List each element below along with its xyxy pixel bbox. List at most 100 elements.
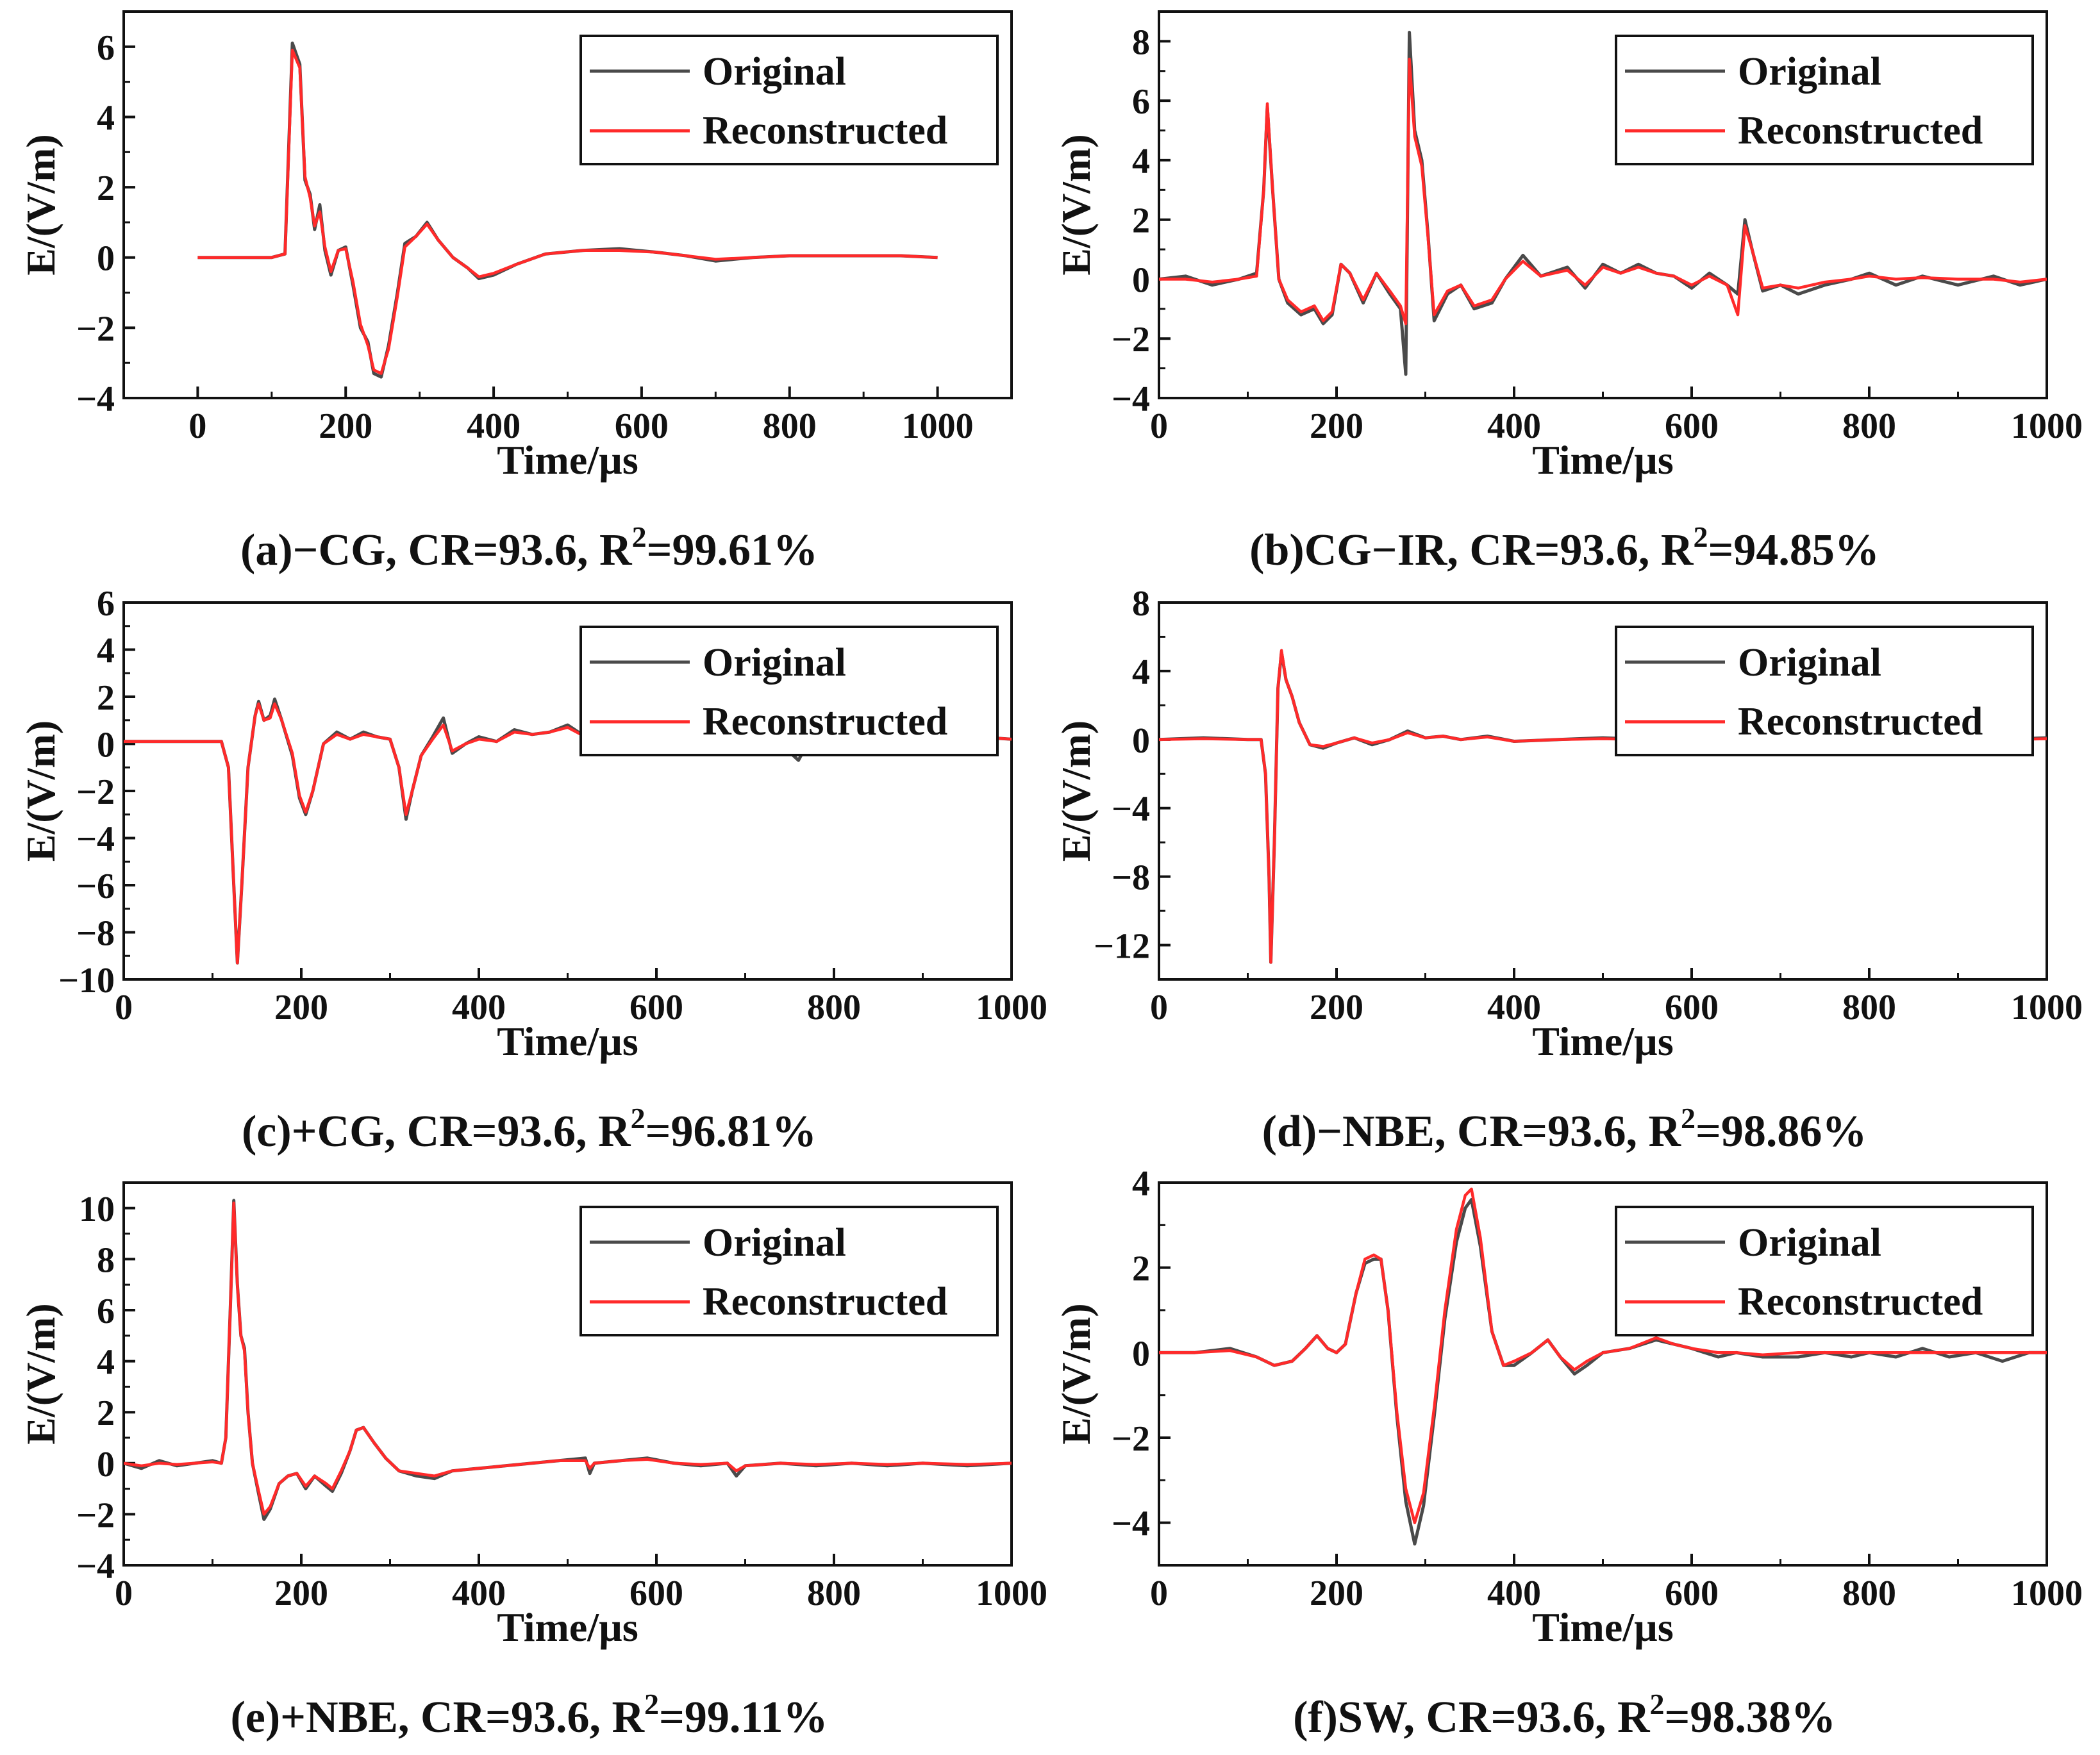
legend-original-label: Original bbox=[1738, 1221, 1881, 1265]
legend-box bbox=[1615, 35, 2034, 165]
y-tick-label: −4 bbox=[76, 820, 115, 860]
legend-reconstructed-label: Reconstructed bbox=[703, 1280, 947, 1324]
x-tick-label: 1000 bbox=[976, 1574, 1047, 1613]
legend-reconstructed-label: Reconstructed bbox=[1738, 109, 1983, 153]
series-group bbox=[1159, 1187, 2047, 1546]
legend-box bbox=[1615, 1206, 2034, 1336]
y-tick-label: −12 bbox=[1094, 927, 1150, 967]
reconstructed-series-line bbox=[1159, 57, 2047, 326]
caption-suffix: =94.85% bbox=[1708, 526, 1879, 575]
y-tick-label: −2 bbox=[76, 1495, 115, 1535]
caption-main: (d)−NBE, CR=93.6, R bbox=[1262, 1107, 1682, 1156]
x-axis-label: Time/µs bbox=[497, 437, 638, 483]
legend-reconstructed-label: Reconstructed bbox=[703, 700, 947, 744]
y-tick-label: 4 bbox=[1132, 653, 1150, 692]
x-tick-label: 800 bbox=[1842, 1574, 1896, 1613]
x-tick-label: 0 bbox=[1150, 1574, 1168, 1613]
y-tick-label: 0 bbox=[1132, 1334, 1150, 1374]
x-tick-label: 1000 bbox=[2011, 406, 2083, 446]
x-tick-label: 1000 bbox=[976, 988, 1047, 1027]
legend-original-label: Original bbox=[1738, 641, 1881, 685]
x-tick-label: 0 bbox=[115, 988, 133, 1027]
y-tick-label: 8 bbox=[1132, 584, 1150, 624]
reconstructed-series-line bbox=[197, 49, 938, 375]
legend-box bbox=[579, 35, 999, 165]
y-tick-label: 0 bbox=[97, 726, 115, 765]
y-tick-label: 2 bbox=[97, 678, 115, 718]
legend-box bbox=[1615, 626, 2034, 756]
x-tick-label: 400 bbox=[1487, 1574, 1541, 1613]
x-tick-label: 600 bbox=[615, 406, 669, 446]
y-tick-label: 2 bbox=[1132, 1249, 1150, 1289]
y-tick-label: −2 bbox=[76, 309, 115, 349]
caption-suffix: =99.61% bbox=[647, 526, 818, 575]
legend-box bbox=[579, 626, 999, 756]
y-tick-label: −6 bbox=[76, 867, 115, 906]
y-tick-label: 6 bbox=[97, 1292, 115, 1331]
caption-suffix: =98.38% bbox=[1665, 1693, 1836, 1742]
y-tick-label: 10 bbox=[79, 1190, 115, 1229]
y-tick-label: 4 bbox=[97, 1343, 115, 1383]
y-tick-label: −4 bbox=[1112, 790, 1150, 829]
y-axis-label: E/(V/m) bbox=[1053, 134, 1099, 275]
x-tick-label: 200 bbox=[1310, 1574, 1363, 1613]
y-axis-label: E/(V/m) bbox=[1053, 1303, 1099, 1444]
legend-original-label: Original bbox=[1738, 50, 1881, 94]
y-tick-label: 0 bbox=[1132, 260, 1150, 300]
caption-main: (c)+CG, CR=93.6, R bbox=[242, 1107, 631, 1156]
x-tick-label: 600 bbox=[1665, 1574, 1719, 1613]
y-tick-label: 2 bbox=[97, 1393, 115, 1433]
x-axis-label: Time/µs bbox=[1532, 437, 1674, 483]
x-tick-label: 200 bbox=[274, 1574, 328, 1613]
x-tick-label: 800 bbox=[807, 988, 861, 1027]
x-tick-label: 600 bbox=[629, 988, 683, 1027]
caption-superscript: 2 bbox=[631, 1102, 646, 1135]
caption-suffix: =96.81% bbox=[646, 1107, 817, 1156]
x-tick-label: 1000 bbox=[2011, 988, 2083, 1027]
legend-original-label: Original bbox=[703, 641, 846, 685]
y-tick-label: −4 bbox=[76, 1547, 115, 1586]
x-tick-label: 0 bbox=[115, 1574, 133, 1613]
x-tick-label: 200 bbox=[1310, 406, 1363, 446]
series-group bbox=[124, 1199, 1012, 1521]
x-tick-label: 800 bbox=[1842, 406, 1896, 446]
legend-reconstructed-label: Reconstructed bbox=[703, 109, 947, 153]
caption-superscript: 2 bbox=[644, 1688, 659, 1720]
reconstructed-series-line bbox=[124, 1201, 1012, 1516]
y-tick-label: −4 bbox=[1112, 379, 1150, 419]
y-tick-label: 0 bbox=[97, 239, 115, 279]
y-tick-label: −8 bbox=[1112, 858, 1150, 898]
y-tick-label: 4 bbox=[97, 631, 115, 671]
x-tick-label: 200 bbox=[319, 406, 372, 446]
y-tick-label: −2 bbox=[76, 772, 115, 812]
x-tick-label: 600 bbox=[1665, 988, 1719, 1027]
x-tick-label: 0 bbox=[1150, 406, 1168, 446]
caption-suffix: =98.86% bbox=[1696, 1107, 1867, 1156]
y-tick-label: 8 bbox=[97, 1240, 115, 1280]
y-tick-label: 4 bbox=[1132, 1164, 1150, 1204]
legend-original-label: Original bbox=[703, 50, 846, 94]
x-tick-label: 1000 bbox=[902, 406, 974, 446]
legend-reconstructed-label: Reconstructed bbox=[1738, 1280, 1983, 1324]
y-tick-label: −8 bbox=[76, 914, 115, 954]
x-tick-label: 800 bbox=[763, 406, 817, 446]
caption-main: (e)+NBE, CR=93.6, R bbox=[230, 1693, 645, 1742]
y-tick-label: 8 bbox=[1132, 22, 1150, 62]
x-tick-label: 400 bbox=[452, 988, 506, 1027]
y-axis-label: E/(V/m) bbox=[18, 134, 63, 275]
legend-original-label: Original bbox=[703, 1221, 846, 1265]
x-axis-label: Time/µs bbox=[1532, 1019, 1674, 1064]
y-tick-label: 2 bbox=[1132, 201, 1150, 241]
x-axis-label: Time/µs bbox=[1532, 1604, 1674, 1650]
panel-caption: (d)−NBE, CR=93.6, R2=98.86% bbox=[1262, 1102, 1867, 1156]
legend-reconstructed-label: Reconstructed bbox=[1738, 700, 1983, 744]
panel-caption: (b)CG−IR, CR=93.6, R2=94.85% bbox=[1249, 520, 1879, 575]
y-axis-label: E/(V/m) bbox=[18, 1303, 63, 1444]
y-axis-label: E/(V/m) bbox=[18, 720, 63, 861]
caption-superscript: 2 bbox=[1693, 520, 1708, 553]
caption-superscript: 2 bbox=[632, 520, 647, 553]
x-tick-label: 800 bbox=[1842, 988, 1896, 1027]
